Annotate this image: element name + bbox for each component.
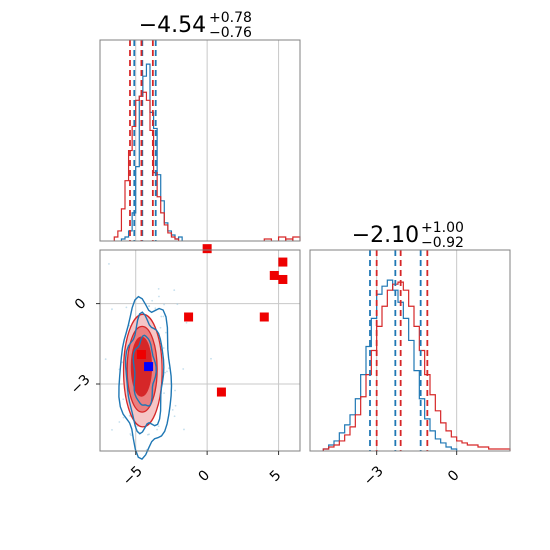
panel2-scatter-point: [173, 289, 176, 291]
panel1-histogram-tail-bin: [277, 236, 287, 241]
panel2-y-tick-label: −3: [68, 372, 94, 398]
panel2-scatter-point: [174, 404, 177, 407]
panel2-scatter-point: [210, 357, 212, 360]
panel1-histogram-series-1: [113, 91, 180, 241]
panel2-scatter-point: [182, 368, 185, 370]
panel2-blue-contour: [132, 334, 157, 407]
panel3-frame: [309, 249, 511, 452]
panel2-scatter-point: [173, 415, 176, 418]
panel2-scatter-point: [176, 303, 179, 306]
panel3-title-plus: +1.00: [421, 220, 464, 236]
panel2-scatter-point: [162, 315, 165, 318]
joint-contour-panel: −5 0 5 −3 0: [68, 244, 301, 489]
panel1-histograms: [113, 63, 301, 241]
panel2-scatter-point: [162, 347, 165, 349]
panel2-scatter-point: [163, 392, 165, 395]
panel2-blue-contour: [118, 295, 173, 460]
panel2-scatter-point: [130, 434, 132, 437]
panel2-scatter-point: [164, 331, 167, 334]
panel1-title-plus: +0.78: [209, 10, 252, 26]
panel2-red-marker: [136, 350, 146, 360]
panel3-histogram-series-0: [322, 279, 458, 451]
panel2-red-marker: [259, 312, 269, 322]
panel2-scatter-point: [146, 433, 149, 436]
panel1-histogram-tail-bin: [263, 238, 273, 241]
panel1-frame: [99, 39, 301, 242]
panel3-title-minus: −0.92: [421, 235, 464, 251]
panel2-blue-marker: [144, 362, 154, 372]
panel2-x-tick-label: −5: [120, 463, 146, 489]
panel2-blue-contour: [124, 311, 165, 435]
panel1-title: −4.54 +0.78 −0.76: [139, 7, 257, 41]
panel2-scatter-point: [185, 321, 188, 324]
panel2-y-tick-label: 0: [72, 295, 90, 313]
panel2-scatter-point: [118, 421, 121, 423]
panel2-scatter-point: [157, 287, 160, 290]
panel2-red-marker: [278, 257, 288, 267]
panel2-scatter-point: [174, 389, 176, 392]
panel3-x-tick-label: −3: [361, 463, 387, 489]
panel2-scatter-point: [183, 428, 185, 431]
panel2-scatter-point: [164, 371, 167, 374]
panel2-red-marker: [278, 274, 288, 284]
panel3-quantile-lines: [369, 250, 429, 451]
marginal-histogram-param-1: −4.54 +0.78 −0.76: [99, 7, 301, 242]
panel2-scatter-point: [111, 308, 113, 311]
panel2-scatter-point: [171, 408, 174, 411]
marginal-histogram-param-2: −3 0 −2.10 +1.00 −0.92: [309, 217, 511, 489]
panel2-red-marker: [216, 387, 226, 397]
panel2-scatter-point: [128, 414, 131, 417]
panel3-x-tick-label: 0: [445, 467, 463, 485]
panel2-scatter-point: [157, 425, 160, 428]
panel2-markers: [136, 244, 288, 397]
panel1-histogram-tail-bin: [292, 236, 301, 241]
panel2-red-marker: [269, 270, 279, 280]
panel3-histogram-series-1: [322, 281, 511, 451]
panel3-x-ticks: −3 0: [361, 451, 463, 489]
panel2-scatter-point: [125, 306, 128, 309]
panel2-scatter-point: [154, 307, 157, 310]
panel2-scatter-point: [122, 416, 125, 419]
panel2-x-tick-label: 5: [267, 467, 285, 485]
panel2-red-marker: [184, 312, 194, 322]
panel2-red-marker: [202, 244, 212, 254]
panel2-scatter-point: [159, 326, 162, 329]
panel2-frame: [99, 249, 301, 452]
panel2-scatter-point: [108, 263, 110, 265]
panel2-scatter-point: [156, 428, 158, 431]
panel2-scatter-point: [158, 295, 160, 298]
panel2-scatter-point: [122, 398, 125, 401]
panel2-scatter-point: [163, 303, 165, 306]
panel1-title-minus: −0.76: [209, 25, 252, 41]
panel2-x-tick-label: 0: [196, 467, 214, 485]
panel1-title-median: −4.54: [139, 13, 206, 38]
panel3-title-median: −2.10: [352, 223, 419, 248]
panel3-title: −2.10 +1.00 −0.92: [352, 217, 469, 251]
panel2-scatter-point: [111, 428, 113, 431]
panel2-contours: [118, 295, 173, 460]
panel2-scatter-point: [151, 299, 154, 302]
panel2-y-ticks: −3 0: [68, 295, 100, 398]
panel3-histograms: [322, 279, 511, 451]
panel2-scatter-point: [104, 358, 107, 360]
panel1-quantile-lines: [129, 40, 157, 241]
panel2-scatter-point: [121, 361, 124, 364]
panel2-scatter-point: [148, 305, 150, 307]
panel2-scatter-point: [166, 370, 168, 373]
panel2-scatter-point: [160, 315, 163, 318]
